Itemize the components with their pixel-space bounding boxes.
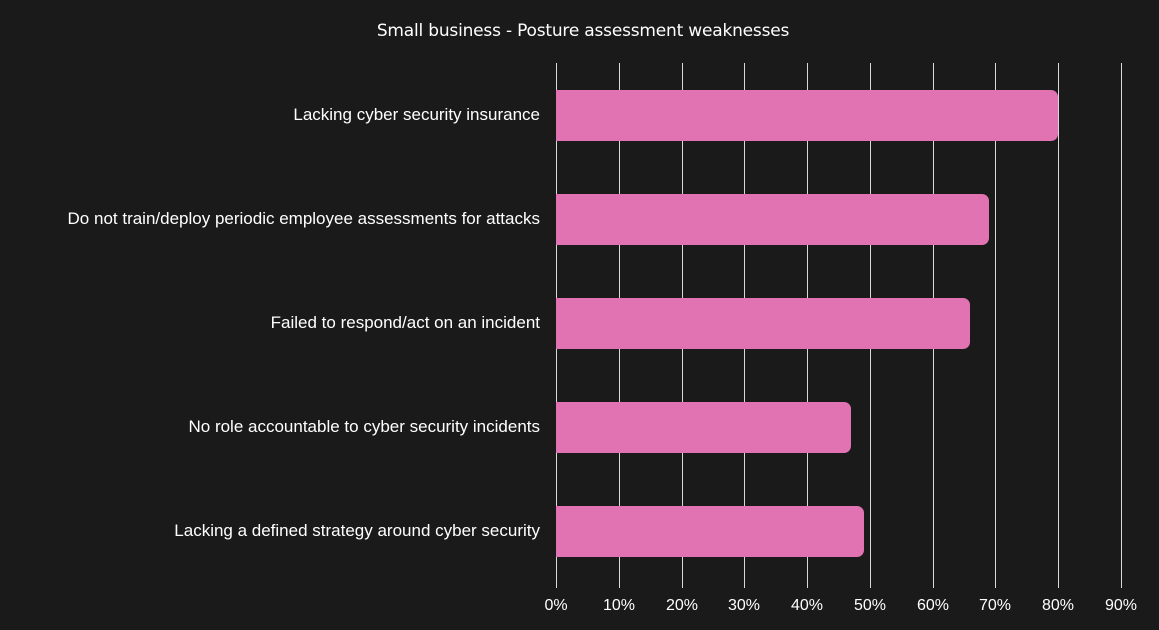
bar: [556, 194, 989, 245]
bar: [556, 506, 864, 557]
x-tick-label: 90%: [1104, 597, 1138, 614]
category-label: Lacking a defined strategy around cyber …: [174, 521, 540, 540]
bar: [556, 298, 970, 349]
x-tick: [807, 583, 808, 588]
category-label: Do not train/deploy periodic employee as…: [67, 209, 540, 228]
x-tick: [870, 583, 871, 588]
x-tick-label: 80%: [1041, 597, 1075, 614]
x-tick: [744, 583, 745, 588]
x-tick-label: 70%: [978, 597, 1012, 614]
category-label: Failed to respond/act on an incident: [270, 313, 540, 332]
x-tick: [995, 583, 996, 588]
x-tick: [556, 583, 557, 588]
x-tick-label: 50%: [853, 597, 887, 614]
bar: [556, 402, 851, 453]
x-tick-label: 30%: [727, 597, 761, 614]
x-tick-label: 60%: [916, 597, 950, 614]
x-tick-label: 10%: [602, 597, 636, 614]
bar: [556, 90, 1058, 141]
chart-title: Small business - Posture assessment weak…: [376, 21, 790, 41]
x-tick-label: 40%: [790, 597, 824, 614]
gridline: [1058, 63, 1059, 583]
x-tick: [682, 583, 683, 588]
x-tick-label: 20%: [665, 597, 699, 614]
x-tick: [619, 583, 620, 588]
gridline: [995, 63, 996, 583]
category-label: No role accountable to cyber security in…: [188, 417, 540, 436]
x-tick: [1121, 583, 1122, 588]
gridline: [1121, 63, 1122, 583]
category-label: Lacking cyber security insurance: [293, 105, 540, 124]
x-tick-label: 0%: [544, 597, 568, 614]
x-tick: [933, 583, 934, 588]
x-tick: [1058, 583, 1059, 588]
